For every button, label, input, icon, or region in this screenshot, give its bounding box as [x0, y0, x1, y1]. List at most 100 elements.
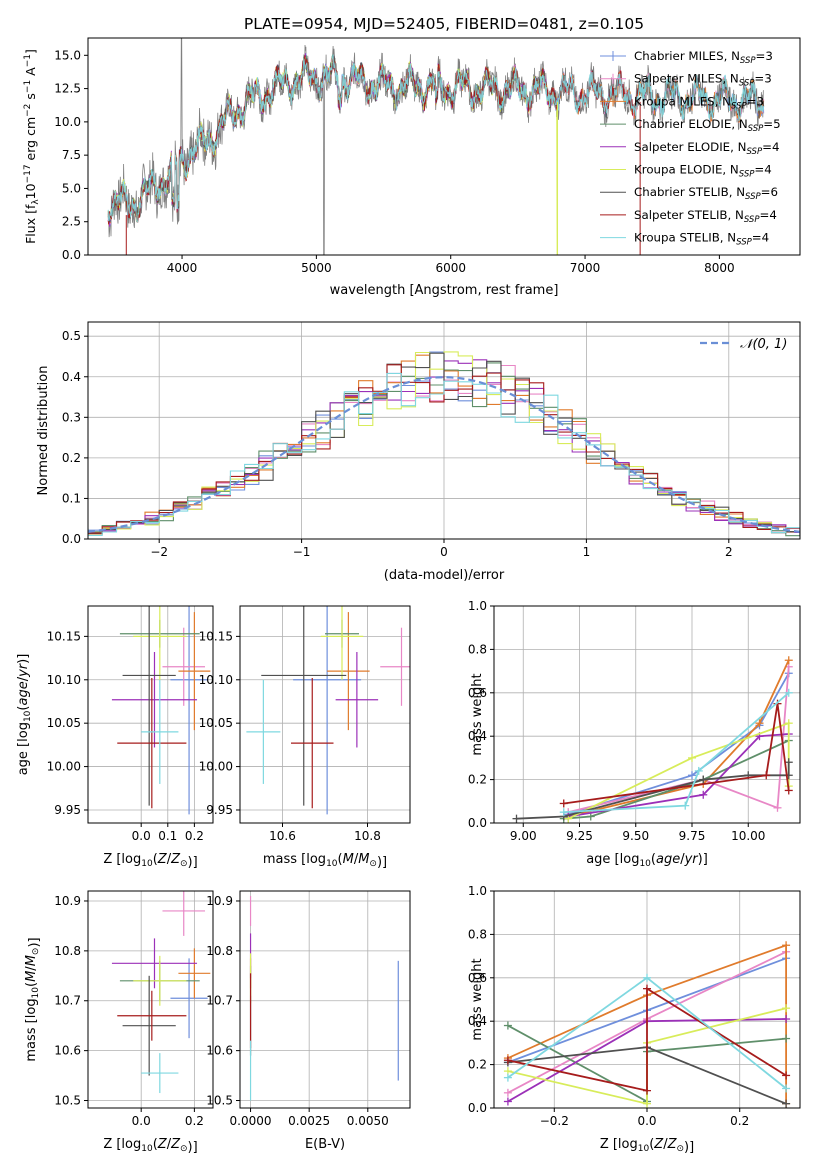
- x-tick-label: 10.6: [269, 829, 296, 843]
- legend-entry: Kroupa MILES, NSSP=3: [634, 94, 764, 111]
- x-tick-label: 6000: [435, 261, 466, 275]
- y-tick-label: 2.5: [62, 215, 81, 229]
- y-tick-label: 0.6: [468, 686, 487, 700]
- y-tick-label: 0.4: [62, 370, 81, 384]
- x-tick-label: 9.25: [566, 829, 593, 843]
- axes-frame: [87, 37, 801, 256]
- y-tick-label: 1.0: [468, 884, 487, 898]
- y-tick-label: 10.8: [54, 944, 81, 958]
- x-tick-label: −2: [150, 545, 168, 559]
- y-tick-label: 10.7: [54, 994, 81, 1008]
- plot-area: [249, 895, 399, 1101]
- x-tick-label: 5000: [301, 261, 332, 275]
- plot-area: [111, 606, 211, 815]
- y-tick-label: 10.7: [206, 994, 233, 1008]
- x-tick-label: 9.50: [622, 829, 649, 843]
- y-tick-label: 0.1: [62, 491, 81, 505]
- plot-area: [512, 656, 793, 823]
- weight-line: [563, 739, 790, 820]
- x-tick-label: 2: [725, 545, 733, 559]
- x-tick-label: 0: [440, 545, 448, 559]
- legend-entry: Kroupa ELODIE, NSSP=4: [634, 163, 772, 180]
- weight-line: [563, 692, 790, 813]
- y-tick-label: 10.0: [54, 115, 81, 129]
- x-axis-label: mass [log10(M/M⊙)]: [263, 852, 387, 870]
- y-tick-label: 0.0: [62, 532, 81, 546]
- x-tick-label: 9.00: [510, 829, 537, 843]
- y-axis-label: mass [log10(M/M⊙)]: [24, 937, 42, 1061]
- y-tick-label: 10.5: [206, 1094, 233, 1108]
- y-tick-label: 0.3: [62, 410, 81, 424]
- x-tick-label: 0.0025: [288, 1114, 330, 1128]
- y-tick-label: 0.2: [468, 773, 487, 787]
- x-tick-label: −1: [293, 545, 311, 559]
- weight-line: [568, 666, 790, 813]
- x-axis-label: Z [log10(Z/Z⊙)]: [103, 1137, 197, 1155]
- y-tick-label: 10.9: [206, 894, 233, 908]
- x-axis-label: age [log10(age/yr)]: [586, 852, 708, 869]
- plot-area: [503, 941, 791, 1108]
- legend-entry: Salpeter MILES, NSSP=3: [634, 72, 772, 89]
- y-tick-label: 10.15: [47, 629, 81, 643]
- x-tick-label: 0.2: [730, 1114, 749, 1128]
- x-tick-label: 0.2: [185, 829, 204, 843]
- x-tick-label: 4000: [167, 261, 198, 275]
- legend-entry: Kroupa STELIB, NSSP=4: [634, 231, 769, 248]
- x-tick-label: 0.0: [132, 1114, 151, 1128]
- y-tick-label: 0.2: [62, 451, 81, 465]
- x-tick-label: 0.0050: [347, 1114, 389, 1128]
- axes-frame: [239, 890, 411, 1109]
- y-tick-label: 10.10: [47, 673, 81, 687]
- y-tick-label: 10.6: [206, 1044, 233, 1058]
- legend-entry: Chabrier STELIB, NSSP=6: [634, 185, 778, 202]
- y-tick-label: 9.95: [54, 803, 81, 817]
- legend-entry: Chabrier MILES, NSSP=3: [634, 49, 773, 66]
- weight-line: [568, 672, 790, 816]
- weight-line: [567, 721, 790, 820]
- y-tick-label: 10.9: [54, 894, 81, 908]
- y-axis-label: Flux [fλ10−17 erg cm−2 s−1 A−1]: [23, 49, 41, 244]
- y-tick-label: 10.05: [199, 716, 233, 730]
- y-tick-label: 10.10: [199, 673, 233, 687]
- axes-frame: [87, 605, 214, 824]
- y-tick-label: 0.8: [468, 927, 487, 941]
- y-tick-label: 0.2: [468, 1058, 487, 1072]
- weight-line: [568, 733, 789, 818]
- spectrum-model-line: [107, 54, 765, 223]
- normal-curve: [88, 376, 800, 533]
- x-axis-label: Z [log10(Z/Z⊙)]: [600, 1137, 694, 1155]
- plot-layer: 4000 5000 6000 7000 80000.02.55.07.510.012.5…: [16, 37, 801, 1155]
- x-tick-label: 0.0000: [230, 1114, 272, 1128]
- x-tick-label: 1: [583, 545, 591, 559]
- y-tick-label: 0.8: [468, 642, 487, 656]
- plot-area: [246, 606, 410, 815]
- y-tick-label: 7.5: [62, 148, 81, 162]
- x-axis-label: (data-model)/error: [384, 568, 505, 583]
- y-tick-label: 0.6: [468, 971, 487, 985]
- y-tick-label: 0.4: [468, 729, 487, 743]
- y-tick-label: 0.4: [468, 1014, 487, 1028]
- y-tick-label: 10.5: [54, 1094, 81, 1108]
- x-axis-label: E(B-V): [305, 1137, 345, 1152]
- plot-area: [111, 891, 211, 1094]
- y-tick-label: 9.95: [206, 803, 233, 817]
- weight-line: [563, 703, 790, 805]
- legend-entry: Salpeter STELIB, NSSP=4: [634, 208, 777, 225]
- y-axis-label: Normed distribution: [36, 366, 51, 496]
- y-tick-label: 0.0: [62, 248, 81, 262]
- legend-entry: Salpeter ELODIE, NSSP=4: [634, 140, 779, 157]
- y-tick-label: 15.0: [54, 48, 81, 62]
- y-tick-label: 12.5: [54, 82, 81, 96]
- y-tick-label: 1.0: [468, 599, 487, 613]
- plot-area: [88, 351, 800, 538]
- x-tick-label: 0.0: [132, 829, 151, 843]
- x-tick-label: 10.8: [354, 829, 381, 843]
- axes-frame: [87, 890, 214, 1109]
- x-tick-label: −0.2: [540, 1114, 569, 1128]
- x-tick-label: 0.0: [637, 1114, 656, 1128]
- x-tick-label: 9.75: [679, 829, 706, 843]
- y-tick-label: 10.05: [47, 716, 81, 730]
- x-axis-label: wavelength [Angstrom, rest frame]: [330, 283, 559, 298]
- axes-frame: [239, 605, 411, 824]
